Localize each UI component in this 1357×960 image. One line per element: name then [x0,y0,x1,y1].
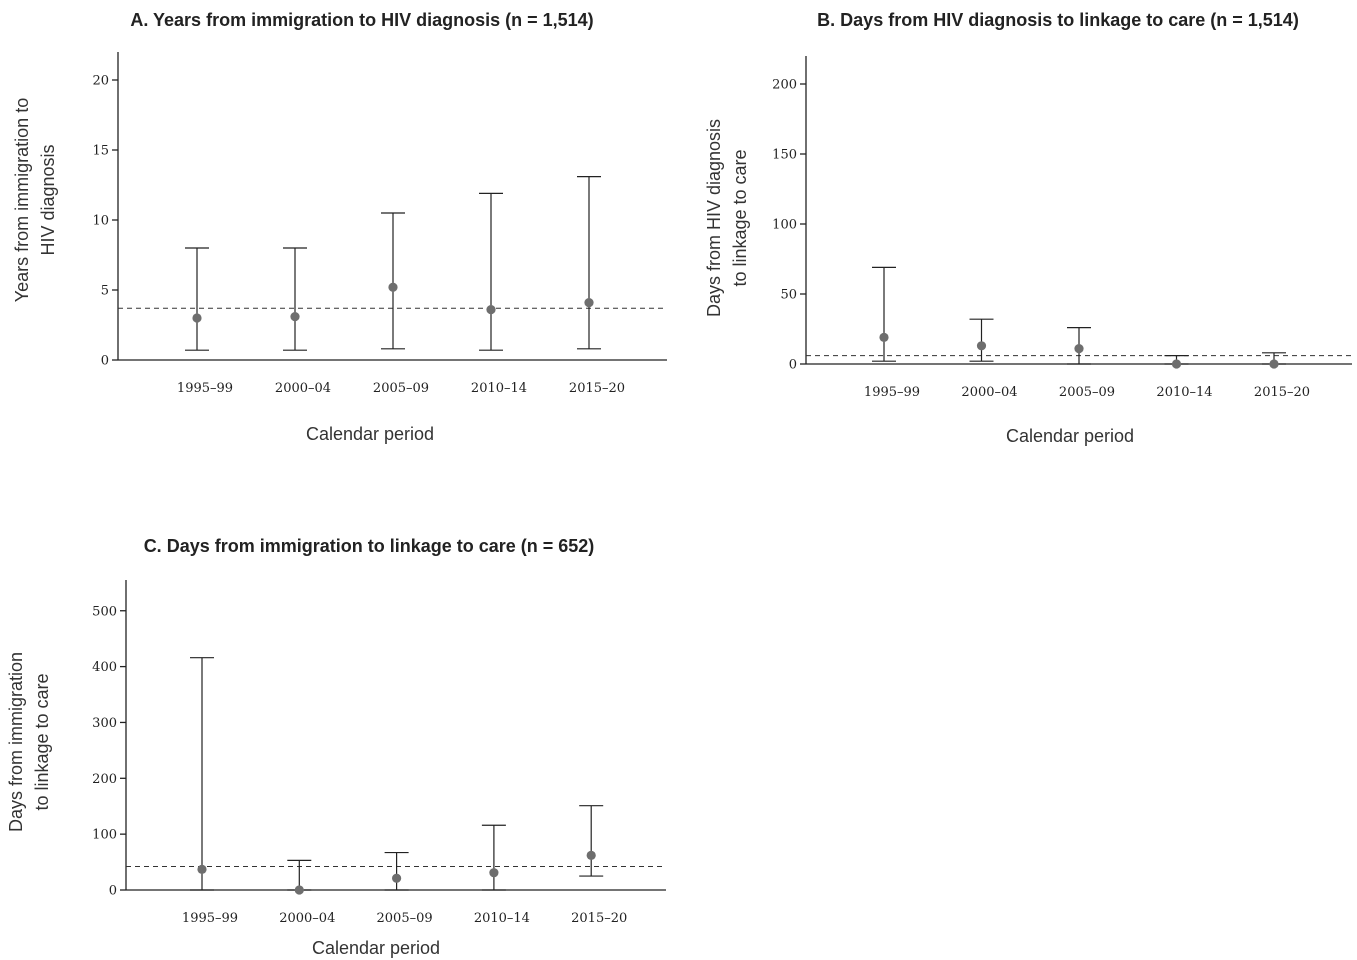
panel-c-x-tick-label: 2010–14 [474,911,530,926]
panel-c-y-tick-label: 0 [109,884,117,899]
panel-c: C. Days from immigration to linkage to c… [6,536,666,958]
panel-b-y-tick-label: 200 [772,78,797,93]
panel-c-x-tick-label: 2000–04 [279,911,335,926]
panel-b-x-tick-label: 2005–09 [1059,385,1115,400]
panel-a-x-tick-label: 2015–20 [569,381,625,396]
panel-b-point [1074,344,1084,354]
panel-a-x-tick-label: 2000–04 [275,381,331,396]
panel-b-point [976,341,987,351]
panel-a-y-tick-label: 5 [101,284,109,299]
panel-c-y-tick-label: 300 [92,716,117,731]
panel-b-title: B. Days from HIV diagnosis to linkage to… [817,10,1299,30]
panel-a-y-tick-label: 15 [92,144,109,159]
panel-c-point [294,885,304,895]
panel-a-y-tick-label: 20 [92,74,109,89]
panel-a-x-tick-label: 2010–14 [471,381,527,396]
panel-b-plot: 0 50 100 150 200 1995–99 2000–04 2005–09 2010–14… [772,56,1352,400]
panel-c-x-tick-label: 2005–09 [377,911,433,926]
panel-a-x-tick-label: 2005–09 [373,381,429,396]
panel-a-point [584,298,594,308]
panel-b-y-tick-label: 100 [772,218,797,233]
panel-a-plot: 0 5 10 15 20 1995–99 2000–04 2005–09 2010–14 2015… [92,52,667,396]
panel-c-point [197,864,207,874]
panel-c-title: C. Days from immigration to linkage to c… [144,536,595,556]
panel-a-ylabel-line1: Years from immigration to [12,98,32,302]
panel-a-xlabel: Calendar period [306,424,434,444]
panel-b-x-tick-label: 2000–04 [961,385,1017,400]
panel-b-x-tick-label: 1995–99 [864,385,920,400]
panel-b-point [879,332,889,342]
panel-c-x-tick-label: 2015–20 [571,911,627,926]
panel-b-point [1171,359,1182,369]
panel-c-point [489,868,499,878]
panel-c-ylabel-line2: to linkage to care [32,673,52,810]
panel-a-ylabel-line2: HIV diagnosis [38,144,58,255]
panel-a-point [486,305,496,315]
panel-a-point [290,312,300,322]
panel-c-y-tick-label: 100 [92,828,117,843]
panel-b-ylabel-line2: to linkage to care [730,149,750,286]
panel-a-x-tick-label: 1995–99 [177,381,233,396]
panel-b-y-tick-label: 0 [789,358,797,373]
panel-c-point [586,850,596,860]
panel-b-x-tick-label: 2010–14 [1156,385,1212,400]
panel-a-y-tick-label: 10 [92,214,109,229]
panel-b-y-tick-label: 150 [772,148,797,163]
panel-b-ylabel-line1: Days from HIV diagnosis [704,119,724,317]
panel-a-title: A. Years from immigration to HIV diagnos… [130,10,593,30]
panel-c-xlabel: Calendar period [312,938,440,958]
panel-c-y-tick-label: 500 [92,604,117,619]
panel-a-point [388,282,398,292]
panel-c-plot: 0 100 200 300 400 500 1995–99 2000–04 2005–09 201… [92,580,666,926]
panel-a-y-tick-label: 0 [101,354,109,369]
panel-c-y-tick-label: 400 [92,660,117,675]
panel-c-ylabel-line1: Days from immigration [6,652,26,832]
panel-b-x-tick-label: 2015–20 [1254,385,1310,400]
panel-c-y-tick-label: 200 [92,772,117,787]
panel-b-xlabel: Calendar period [1006,426,1134,446]
panel-c-point [392,873,402,883]
panel-b-y-tick-label: 50 [780,288,797,303]
panel-c-x-tick-label: 1995–99 [182,911,238,926]
panel-a: A. Years from immigration to HIV diagnos… [12,10,667,444]
panel-a-point [192,313,202,323]
panel-b: B. Days from HIV diagnosis to linkage to… [704,10,1352,446]
panel-b-point [1269,359,1279,369]
